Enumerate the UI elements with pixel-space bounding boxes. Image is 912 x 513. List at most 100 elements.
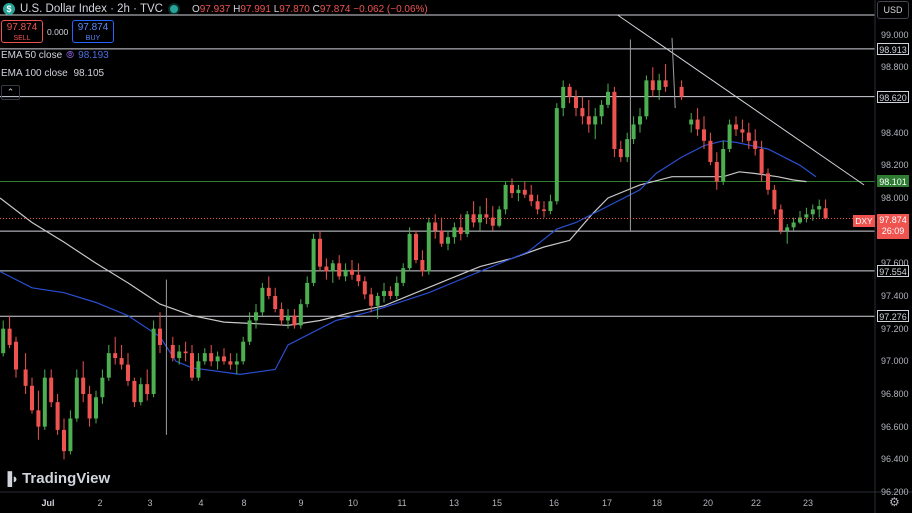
candle-body[interactable] bbox=[785, 227, 790, 231]
candle-body[interactable] bbox=[510, 184, 514, 194]
candle-body[interactable] bbox=[286, 315, 290, 321]
candle-body[interactable] bbox=[727, 124, 732, 149]
candle-body[interactable] bbox=[330, 263, 335, 272]
candle-body[interactable] bbox=[465, 214, 470, 234]
candle-body[interactable] bbox=[817, 206, 822, 210]
candle-body[interactable] bbox=[439, 230, 444, 244]
candle-body[interactable] bbox=[30, 385, 34, 411]
candle-body[interactable] bbox=[663, 80, 668, 87]
candle-body[interactable] bbox=[382, 291, 386, 296]
candle-body[interactable] bbox=[106, 353, 111, 378]
eye-icon[interactable]: ⦾ bbox=[66, 50, 75, 61]
candle-body[interactable] bbox=[119, 358, 124, 365]
candle-body[interactable] bbox=[804, 214, 809, 218]
candle-body[interactable] bbox=[535, 201, 540, 210]
candle-body[interactable] bbox=[759, 148, 764, 174]
candle-body[interactable] bbox=[68, 418, 73, 452]
candle-body[interactable] bbox=[100, 377, 105, 398]
candle-body[interactable] bbox=[158, 328, 162, 345]
candle-body[interactable] bbox=[721, 148, 726, 182]
candle-body[interactable] bbox=[1, 328, 6, 354]
candle-body[interactable] bbox=[548, 201, 553, 212]
candle-body[interactable] bbox=[260, 287, 265, 313]
candle-body[interactable] bbox=[554, 108, 559, 202]
candle-body[interactable] bbox=[503, 184, 508, 210]
candle-body[interactable] bbox=[446, 237, 450, 244]
candle-body[interactable] bbox=[42, 377, 47, 427]
candle-body[interactable] bbox=[695, 119, 700, 130]
candle-body[interactable] bbox=[202, 353, 207, 362]
candle-body[interactable] bbox=[318, 238, 322, 267]
indicator-ema100[interactable]: EMA 100 close 98.105 bbox=[1, 68, 104, 79]
candle-body[interactable] bbox=[241, 341, 246, 362]
candle-body[interactable] bbox=[522, 189, 527, 195]
candle-body[interactable] bbox=[375, 295, 380, 306]
candle-body[interactable] bbox=[458, 227, 463, 234]
candle-body[interactable] bbox=[567, 86, 572, 97]
candle-body[interactable] bbox=[74, 377, 79, 419]
candle-body[interactable] bbox=[778, 209, 783, 231]
candle-body[interactable] bbox=[490, 217, 495, 226]
candle-body[interactable] bbox=[542, 209, 546, 212]
symbol-title[interactable]: U.S. Dollar Index · 2h · TVC bbox=[20, 3, 163, 15]
candle-body[interactable] bbox=[94, 397, 98, 419]
candle-body[interactable] bbox=[279, 309, 284, 321]
candle-body[interactable] bbox=[702, 129, 706, 141]
candle-body[interactable] bbox=[433, 222, 438, 231]
candle-body[interactable] bbox=[132, 380, 137, 403]
candle-body[interactable] bbox=[631, 124, 636, 140]
candle-body[interactable] bbox=[407, 233, 412, 269]
candle-body[interactable] bbox=[823, 208, 828, 219]
candle-body[interactable] bbox=[644, 80, 649, 117]
indicator-ema50[interactable]: EMA 50 close ⦾ 98.193 bbox=[1, 50, 109, 61]
trendline[interactable] bbox=[617, 14, 865, 186]
candle-body[interactable] bbox=[369, 294, 374, 306]
candle-body[interactable] bbox=[337, 263, 342, 277]
candle-body[interactable] bbox=[298, 304, 303, 326]
candle-body[interactable] bbox=[151, 328, 156, 394]
candle-body[interactable] bbox=[618, 148, 623, 158]
candle-body[interactable] bbox=[55, 402, 60, 430]
candle-body[interactable] bbox=[215, 356, 220, 362]
candle-body[interactable] bbox=[766, 173, 770, 190]
candle-body[interactable] bbox=[183, 351, 188, 354]
candle-body[interactable] bbox=[740, 129, 745, 133]
candle-body[interactable] bbox=[791, 222, 796, 228]
candle-body[interactable] bbox=[516, 189, 521, 194]
candle-body[interactable] bbox=[497, 209, 502, 226]
candle-body[interactable] bbox=[228, 361, 233, 365]
candle-body[interactable] bbox=[87, 393, 92, 419]
ema100-line[interactable] bbox=[0, 171, 807, 327]
candle-body[interactable] bbox=[657, 80, 662, 91]
candle-body[interactable] bbox=[138, 384, 143, 403]
candle-body[interactable] bbox=[612, 91, 617, 149]
candle-body[interactable] bbox=[606, 91, 610, 105]
candle-body[interactable] bbox=[113, 353, 118, 359]
candle-body[interactable] bbox=[356, 274, 361, 282]
candle-body[interactable] bbox=[273, 295, 278, 310]
candle-body[interactable] bbox=[343, 269, 348, 277]
currency-button[interactable]: USD bbox=[877, 1, 909, 19]
candle-body[interactable] bbox=[49, 377, 54, 403]
candle-body[interactable] bbox=[420, 260, 425, 272]
candle-body[interactable] bbox=[586, 116, 591, 125]
candle-body[interactable] bbox=[452, 227, 457, 238]
candle-body[interactable] bbox=[350, 269, 354, 275]
candle-body[interactable] bbox=[254, 312, 258, 321]
candle-body[interactable] bbox=[734, 124, 738, 130]
candle-body[interactable] bbox=[362, 281, 367, 295]
candle-body[interactable] bbox=[177, 351, 182, 359]
candle-body[interactable] bbox=[305, 282, 310, 305]
candle-body[interactable] bbox=[484, 214, 489, 218]
candle-body[interactable] bbox=[23, 369, 28, 386]
candle-body[interactable] bbox=[471, 214, 476, 223]
candle-body[interactable] bbox=[388, 291, 393, 296]
candle-body[interactable] bbox=[593, 116, 598, 125]
candle-body[interactable] bbox=[324, 266, 329, 272]
candle-body[interactable] bbox=[599, 104, 604, 117]
candle-body[interactable] bbox=[145, 384, 150, 394]
candle-body[interactable] bbox=[679, 86, 684, 97]
candle-body[interactable] bbox=[222, 356, 226, 362]
candle-body[interactable] bbox=[394, 282, 399, 296]
